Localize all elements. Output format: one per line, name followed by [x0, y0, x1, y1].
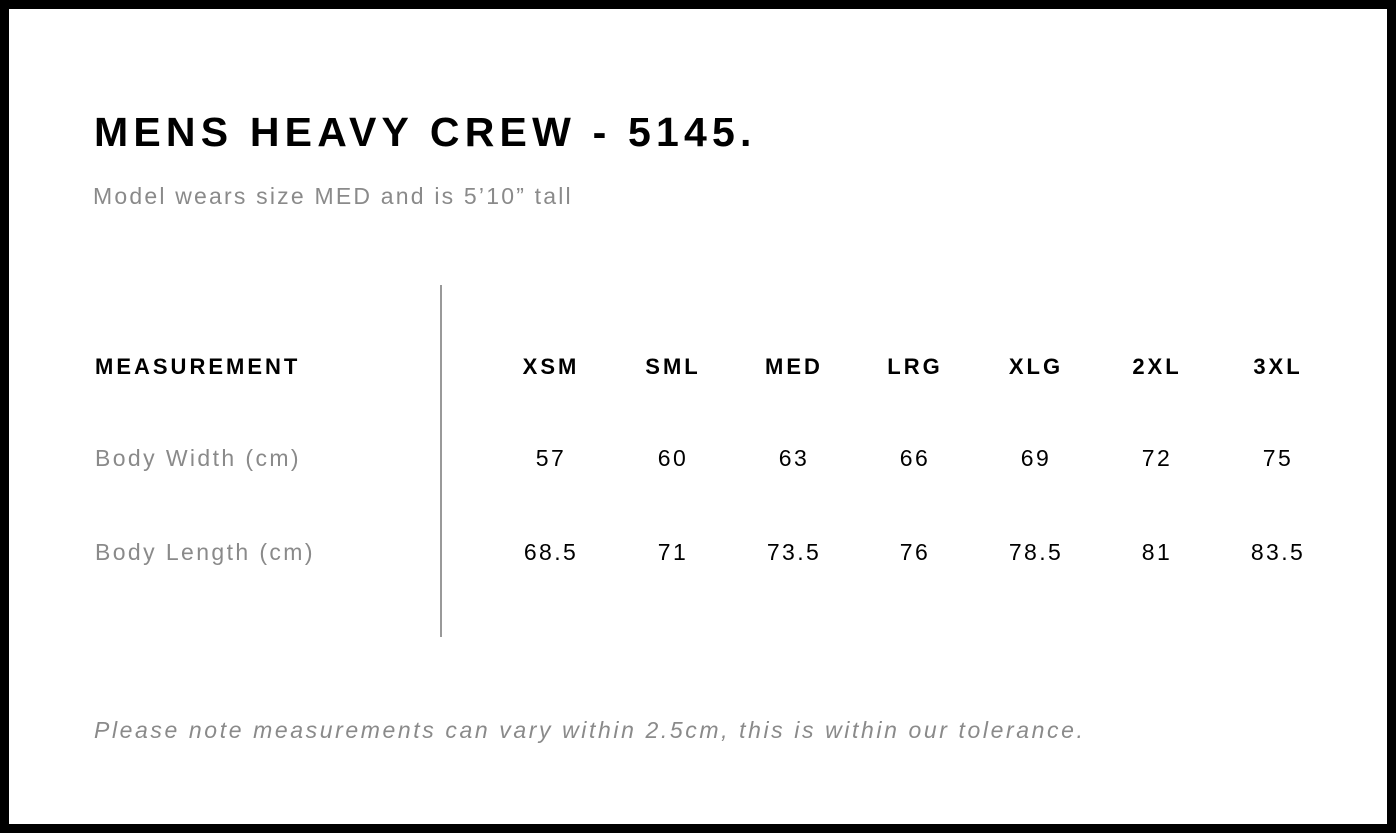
- table-cell: 73.5: [766, 539, 822, 565]
- size-chart-card: MENS HEAVY CREW - 5145. Model wears size…: [9, 9, 1387, 824]
- row-label: Body Length (cm): [95, 539, 315, 565]
- header-size-3xl: 3XL: [1253, 354, 1303, 379]
- table-cell: 71: [657, 539, 689, 565]
- table-cell: 75: [1262, 445, 1294, 471]
- subtitle: Model wears size MED and is 5’10” tall: [93, 183, 573, 209]
- table-cell: 60: [657, 445, 689, 471]
- table-cell: 76: [899, 539, 931, 565]
- header-measurement: MEASUREMENT: [95, 354, 301, 379]
- row-label: Body Width (cm): [95, 445, 301, 471]
- column-divider: [440, 285, 442, 637]
- header-size-lrg: LRG: [887, 354, 943, 379]
- header-size-xlg: XLG: [1008, 354, 1064, 379]
- header-size-med: MED: [765, 354, 823, 379]
- page-title: MENS HEAVY CREW - 5145.: [94, 109, 757, 155]
- header-size-xsm: XSM: [522, 354, 580, 379]
- header-size-2xl: 2XL: [1132, 354, 1182, 379]
- table-cell: 66: [899, 445, 931, 471]
- table-cell: 78.5: [1008, 539, 1064, 565]
- table-cell: 81: [1141, 539, 1173, 565]
- tolerance-note: Please note measurements can vary within…: [94, 717, 1086, 743]
- header-size-sml: SML: [645, 354, 701, 379]
- table-cell: 69: [1020, 445, 1052, 471]
- table-cell: 57: [535, 445, 567, 471]
- table-cell: 63: [778, 445, 810, 471]
- table-cell: 68.5: [523, 539, 579, 565]
- table-cell: 83.5: [1250, 539, 1306, 565]
- table-cell: 72: [1141, 445, 1173, 471]
